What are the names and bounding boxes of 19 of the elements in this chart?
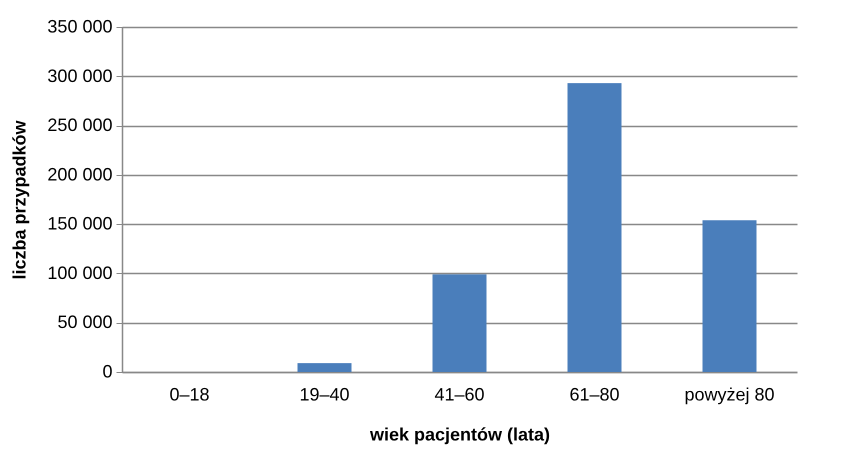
y-tick-label: 300 000 bbox=[47, 66, 112, 86]
y-tick-label: 150 000 bbox=[47, 214, 112, 234]
bar bbox=[298, 363, 352, 372]
x-tick-label: powyżej 80 bbox=[684, 384, 775, 404]
x-axis-title: wiek pacjentów (lata) bbox=[368, 424, 550, 444]
y-tick-label: 50 000 bbox=[57, 312, 112, 332]
x-tick-label: 0–18 bbox=[169, 384, 210, 404]
y-tick-label: 0 bbox=[102, 362, 112, 382]
bar bbox=[568, 83, 622, 372]
y-tick-label: 350 000 bbox=[47, 16, 112, 36]
x-tick-label: 19–40 bbox=[299, 384, 350, 404]
x-tick-label: 41–60 bbox=[434, 384, 485, 404]
y-tick-label: 200 000 bbox=[47, 164, 112, 184]
x-tick-label: 61–80 bbox=[569, 384, 620, 404]
bar bbox=[702, 220, 756, 372]
y-tick-label: 100 000 bbox=[47, 262, 112, 283]
y-axis-title: liczba przypadków bbox=[9, 119, 30, 280]
bar bbox=[432, 274, 486, 372]
y-tick-label: 250 000 bbox=[47, 115, 112, 136]
